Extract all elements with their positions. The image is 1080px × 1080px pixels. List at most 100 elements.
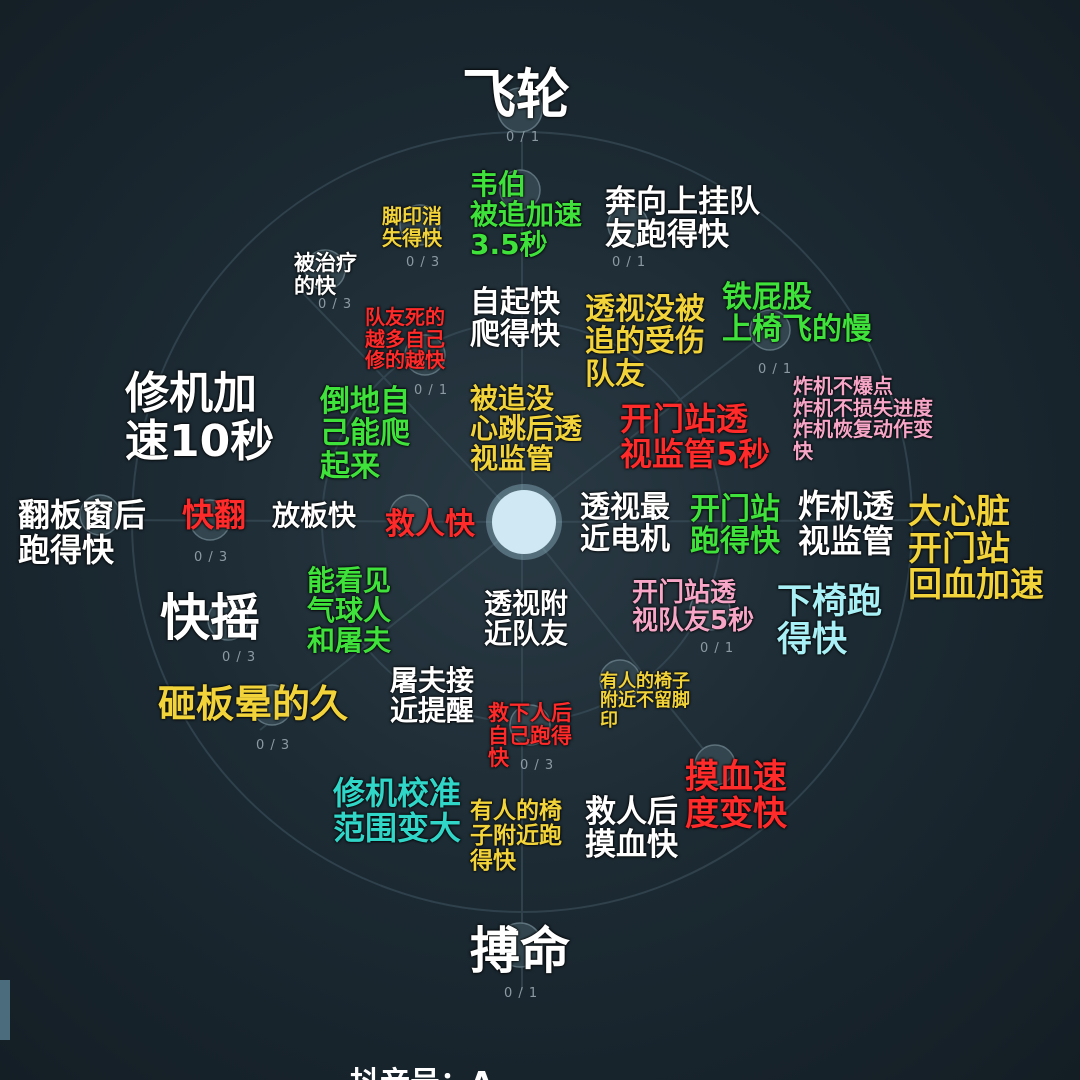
talent-counter: 0 / 3 bbox=[406, 255, 441, 270]
talent-label[interactable]: 屠夫接 近提醒 bbox=[390, 665, 475, 728]
talent-label[interactable]: 队友死的 越多自己 修的越快 bbox=[365, 305, 445, 373]
talent-label[interactable]: 快摇 bbox=[160, 591, 260, 645]
talent-label[interactable]: 翻板窗后 跑得快 bbox=[18, 498, 146, 567]
label-line: 附近不留脚 bbox=[600, 690, 690, 712]
talent-label[interactable]: 透视没被 追的受伤 队友 bbox=[585, 292, 705, 392]
label-line: 开门站 bbox=[690, 492, 780, 527]
label-line: 跑得快 bbox=[18, 530, 115, 569]
label-line: 范围变大 bbox=[333, 808, 462, 847]
watermark: 抖音号：A bbox=[350, 1058, 493, 1080]
talent-label[interactable]: 被治疗 的快 bbox=[294, 252, 357, 297]
talent-label[interactable]: 大心脏 开门站 回血加速 bbox=[908, 494, 1044, 604]
label-line: 视队友5秒 bbox=[632, 606, 755, 637]
label-line: 炸机不爆点 bbox=[793, 374, 893, 398]
label-line: 印 bbox=[600, 709, 618, 731]
talent-label[interactable]: 下椅跑 得快 bbox=[777, 582, 883, 660]
label-line: 自己跑得 bbox=[488, 723, 572, 748]
label-line: 气球人 bbox=[307, 594, 392, 628]
label-line: 有人的椅子 bbox=[600, 671, 690, 692]
label-line: 飞轮 bbox=[462, 63, 570, 126]
label-line: 搏命 bbox=[470, 922, 570, 980]
label-line: 视监管5秒 bbox=[620, 434, 771, 473]
label-line: 心跳后透 bbox=[470, 412, 583, 446]
label-line: 翻板窗后 bbox=[18, 496, 147, 534]
talent-label[interactable]: 修机校准 范围变大 bbox=[333, 776, 461, 845]
talent-label[interactable]: 被追没 心跳后透 视监管 bbox=[470, 382, 583, 475]
talent-label[interactable]: 能看见 气球人 和屠夫 bbox=[307, 564, 392, 658]
label-line: 上椅飞的慢 bbox=[722, 312, 872, 348]
talent-counter: 0 / 1 bbox=[506, 130, 541, 145]
talent-label[interactable]: 救人快 bbox=[385, 507, 475, 542]
label-line: 救人快 bbox=[385, 507, 475, 542]
label-line: 视监管 bbox=[798, 521, 895, 560]
label-line: 倒地自 bbox=[320, 384, 410, 419]
label-line: 摸血快 bbox=[585, 827, 678, 864]
label-line: 被追没 bbox=[470, 382, 555, 415]
label-line: 透视最 bbox=[580, 490, 670, 525]
label-line: 回血加速 bbox=[908, 565, 1044, 606]
label-line: 修机加 bbox=[125, 368, 257, 419]
talent-label[interactable]: 铁屁股 上椅飞的慢 bbox=[722, 280, 872, 348]
talent-counter: 0 / 3 bbox=[222, 650, 257, 665]
label-line: 队友 bbox=[585, 356, 645, 392]
talent-label[interactable]: 开门站 跑得快 bbox=[690, 492, 780, 560]
label-line: 救下人后 bbox=[488, 701, 572, 725]
talent-label[interactable]: 救下人后 自己跑得快 bbox=[488, 702, 572, 770]
talent-label[interactable]: 韦伯 被追加速 3.5秒 bbox=[470, 168, 583, 261]
label-line: 快摇 bbox=[160, 589, 260, 647]
label-line: 快 bbox=[793, 438, 813, 463]
talent-counter: 0 / 3 bbox=[318, 297, 353, 312]
talent-label[interactable]: 修机加 速10秒 bbox=[125, 370, 274, 465]
label-line: 失得快 bbox=[382, 225, 442, 250]
talent-label[interactable]: 救人后 摸血快 bbox=[585, 794, 678, 864]
label-line: 救人后 bbox=[585, 794, 678, 830]
label-line: 近提醒 bbox=[390, 694, 475, 728]
label-line: 修的越快 bbox=[365, 348, 445, 373]
label-line: 砸板晕的久 bbox=[158, 682, 349, 726]
talent-label[interactable]: 快翻 bbox=[182, 498, 246, 533]
label-line: 炸机不损失进度 bbox=[793, 395, 933, 420]
talent-label[interactable]: 开门站透 视监管5秒 bbox=[620, 402, 770, 471]
label-line: 韦伯 bbox=[470, 168, 527, 201]
talent-label[interactable]: 炸机透 视监管 bbox=[798, 489, 894, 558]
label-line: 被追加速 bbox=[470, 198, 583, 232]
talent-label[interactable]: 奔向上挂队 友跑得快 bbox=[605, 185, 760, 253]
talent-label[interactable]: 放板快 bbox=[272, 499, 357, 532]
label-line: 脚印消 bbox=[382, 204, 442, 228]
talent-counter: 0 / 1 bbox=[758, 362, 793, 377]
talent-label[interactable]: 倒地自 己能爬 起来 bbox=[320, 384, 410, 483]
label-line: 放板快 bbox=[272, 499, 357, 532]
talent-label[interactable]: 自起快 爬得快 bbox=[470, 286, 560, 352]
talent-label[interactable]: 飞轮 bbox=[462, 63, 570, 126]
label-line: 的快 bbox=[294, 273, 336, 298]
talent-label[interactable]: 有人的椅子 附近不留脚印 bbox=[600, 671, 690, 731]
talent-label[interactable]: 砸板晕的久 bbox=[158, 682, 349, 726]
label-line: 越多自己 bbox=[365, 326, 445, 351]
talent-label[interactable]: 炸机不爆点 炸机不损失进度 炸机恢复动作变快 bbox=[793, 374, 933, 463]
label-line: 跑得快 bbox=[690, 524, 780, 560]
talent-label[interactable]: 搏命 bbox=[470, 924, 570, 978]
label-line: 速10秒 bbox=[125, 415, 275, 467]
talent-label[interactable]: 透视最 近电机 bbox=[580, 490, 670, 557]
label-line: 被治疗 bbox=[294, 251, 357, 275]
talent-label[interactable]: 透视附 近队友 bbox=[484, 588, 569, 651]
talent-label[interactable]: 摸血速 度变快 bbox=[685, 759, 787, 832]
label-line: 下椅跑 bbox=[777, 582, 883, 622]
talent-counter: 0 / 1 bbox=[700, 641, 735, 656]
label-line: 修机校准 bbox=[333, 774, 462, 812]
talent-label[interactable]: 有人的椅 子附近跑 得快 bbox=[470, 799, 562, 873]
talent-counter: 0 / 1 bbox=[504, 986, 539, 1001]
label-line: 开门站透 bbox=[620, 400, 749, 438]
label-line: 队友死的 bbox=[365, 305, 445, 329]
label-line: 能看见 bbox=[307, 564, 392, 597]
talent-label[interactable]: 开门站透 视队友5秒 bbox=[632, 579, 754, 635]
label-line: 铁屁股 bbox=[722, 280, 812, 315]
label-line: 透视没被 bbox=[585, 292, 705, 327]
label-line: 近队友 bbox=[484, 617, 569, 651]
talent-label[interactable]: 脚印消 失得快 bbox=[382, 204, 442, 250]
label-line: 度变快 bbox=[685, 793, 787, 834]
label-line: 摸血速 bbox=[685, 757, 787, 797]
label-line: 和屠夫 bbox=[307, 624, 392, 658]
